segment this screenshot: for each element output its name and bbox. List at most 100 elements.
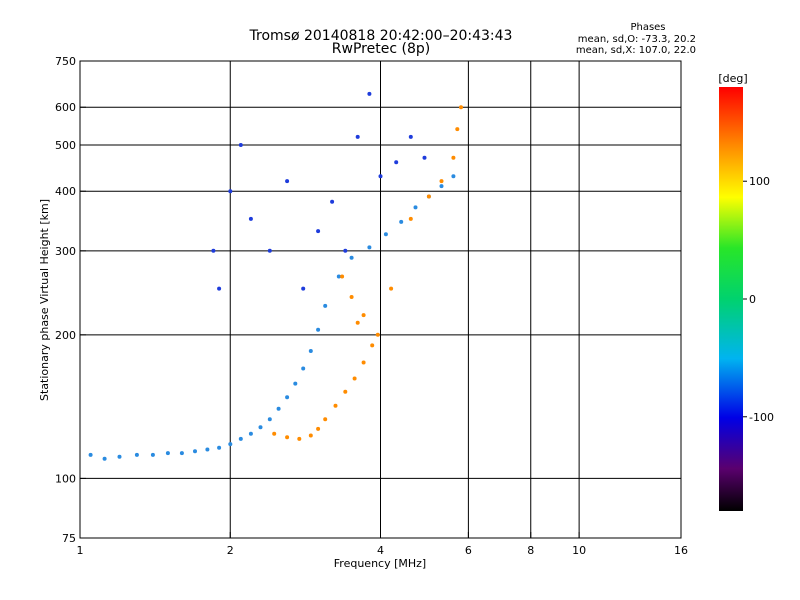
data-point — [134, 452, 139, 457]
data-point — [205, 447, 210, 452]
data-points — [88, 91, 463, 461]
data-point — [316, 426, 321, 431]
data-point — [228, 189, 233, 194]
colorbar: [deg] 100 0 -100 — [718, 72, 774, 511]
data-point — [297, 436, 302, 441]
data-point — [383, 232, 388, 237]
data-point — [211, 248, 216, 253]
data-point — [323, 303, 328, 308]
y-tick-label: 200 — [55, 329, 76, 342]
data-point — [408, 216, 413, 221]
data-point — [248, 431, 253, 436]
data-point — [439, 179, 444, 184]
data-point — [238, 436, 243, 441]
data-point — [285, 435, 290, 440]
data-point — [150, 452, 155, 457]
x-tick-label: 1 — [77, 544, 84, 557]
chart-title: Tromsø 20140818 20:42:00–20:43:43 — [249, 28, 513, 44]
y-tick-labels: 75 100 200 300 400 500 600 750 — [55, 55, 76, 545]
data-point — [340, 274, 345, 279]
data-point — [394, 160, 399, 165]
data-point — [426, 194, 431, 199]
data-point — [451, 155, 456, 160]
data-point — [301, 286, 306, 291]
data-point — [179, 451, 184, 456]
data-point — [272, 431, 277, 436]
data-point — [459, 105, 463, 110]
data-point — [439, 184, 444, 189]
data-point — [399, 219, 404, 224]
y-tick-label: 750 — [55, 55, 76, 68]
data-point — [102, 456, 107, 461]
y-axis-label: Stationary phase Virtual Height [km] — [38, 199, 51, 401]
data-point — [361, 313, 366, 318]
data-point — [361, 360, 366, 365]
colorbar-gradient — [719, 87, 743, 511]
y-tick-label: 75 — [62, 532, 76, 545]
data-point — [375, 332, 380, 337]
phase-stats-x: mean, sd,X: 107.0, 22.0 — [576, 45, 696, 56]
x-tick-label: 10 — [572, 544, 586, 557]
colorbar-tick-label: 0 — [749, 293, 756, 306]
data-point — [413, 205, 418, 210]
data-point — [228, 442, 233, 447]
data-point — [343, 248, 348, 253]
y-tick-label: 500 — [55, 139, 76, 152]
colorbar-tick-label: -100 — [749, 411, 774, 424]
x-tick-labels: 1 2 4 6 8 10 16 — [77, 544, 689, 557]
data-point — [238, 143, 243, 147]
data-point — [355, 134, 360, 139]
plot-area: 1 2 4 6 8 10 16 75 100 200 300 400 500 600 750 — [55, 55, 688, 557]
chart-subtitle: RwPretec (8p) — [332, 41, 430, 57]
data-point — [336, 274, 341, 279]
colorbar-label: [deg] — [718, 72, 747, 85]
data-point — [248, 216, 253, 221]
data-point — [349, 255, 354, 260]
data-point — [370, 343, 375, 348]
data-point — [330, 199, 335, 204]
data-point — [276, 406, 281, 411]
data-point — [343, 389, 348, 394]
data-point — [293, 381, 298, 386]
data-point — [355, 320, 360, 325]
data-point — [323, 417, 328, 422]
data-point — [165, 451, 170, 456]
data-point — [88, 452, 93, 457]
data-point — [408, 134, 413, 139]
data-point — [301, 366, 306, 371]
data-point — [389, 286, 394, 291]
data-point — [285, 179, 290, 184]
data-point — [455, 127, 460, 132]
data-point — [316, 327, 321, 332]
data-point — [352, 376, 357, 381]
data-point — [258, 425, 263, 430]
data-point — [316, 229, 321, 234]
data-point — [267, 417, 272, 422]
x-tick-label: 2 — [227, 544, 234, 557]
data-point — [217, 286, 222, 291]
data-point — [285, 395, 290, 400]
x-axis-label: Frequency [MHz] — [334, 557, 426, 570]
x-tick-label: 8 — [527, 544, 534, 557]
phase-stats-heading: Phases — [630, 22, 665, 33]
y-tick-label: 600 — [55, 101, 76, 114]
data-point — [367, 91, 372, 96]
y-tick-label: 300 — [55, 245, 76, 258]
colorbar-ticks: 100 0 -100 — [743, 175, 774, 424]
data-point — [451, 174, 456, 179]
tick-marks — [79, 60, 682, 539]
data-point — [193, 449, 197, 454]
y-tick-label: 100 — [55, 472, 76, 485]
x-tick-label: 6 — [465, 544, 472, 557]
x-tick-label: 16 — [674, 544, 688, 557]
data-point — [349, 295, 354, 299]
data-point — [422, 155, 427, 160]
x-tick-label: 4 — [377, 544, 384, 557]
data-point — [308, 433, 313, 438]
grid — [80, 61, 681, 538]
data-point — [217, 445, 222, 450]
phase-stats-o: mean, sd,O: -73.3, 20.2 — [578, 34, 696, 45]
data-point — [308, 349, 313, 353]
data-point — [333, 403, 338, 408]
